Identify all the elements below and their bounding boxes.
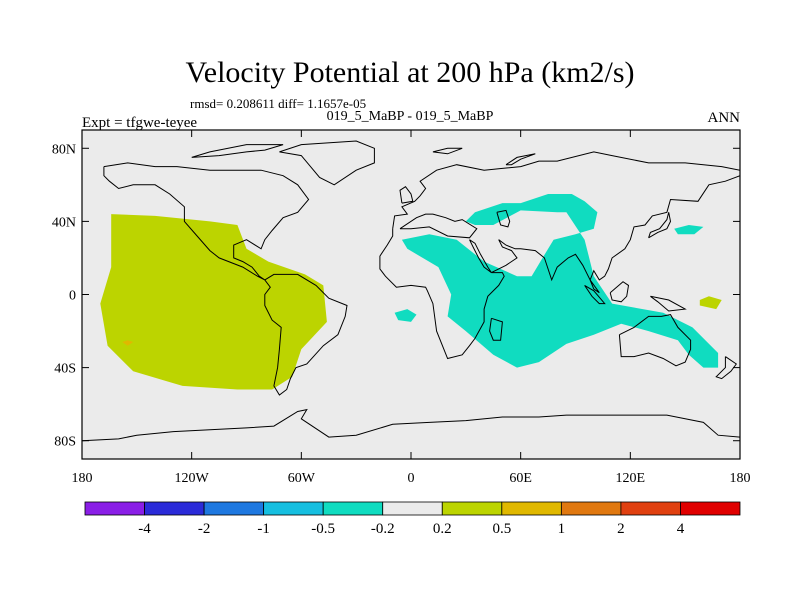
colorbar-swatch	[203, 501, 265, 516]
colorbar-label: -0.5	[311, 521, 335, 537]
region-central-pacific-patch	[699, 296, 722, 310]
x-tick-label: 120W	[175, 471, 210, 486]
colorbar-swatch	[680, 501, 741, 516]
y-tick-label: 0	[69, 289, 76, 304]
coastline-south-america	[264, 273, 348, 396]
coastline-antarctica	[82, 408, 740, 448]
colorbar-swatch	[501, 501, 562, 516]
season-label: ANN	[708, 110, 741, 126]
colorbar-swatch	[84, 501, 145, 516]
colorbar-label: -0.2	[371, 521, 395, 537]
coastline-svalbard	[432, 147, 463, 155]
colorbar-label: 4	[677, 521, 685, 537]
coastline-afro-eurasia	[379, 151, 740, 360]
region-north-pacific-patch	[674, 225, 704, 235]
y-tick-label: 40S	[54, 362, 76, 377]
colorbar-swatch	[441, 501, 503, 516]
colorbar: -4 -2 -1 -0.5 -0.2 0.2 0.5 1 2 4	[84, 501, 741, 537]
coastline-australia	[618, 314, 692, 367]
coastline-borneo	[609, 281, 630, 303]
cases-line: 019_5_MaBP - 019_5_MaBP	[327, 109, 494, 124]
region-east-pacific-positive	[100, 214, 327, 390]
chart-title: Velocity Potential at 200 hPa (km2/s)	[185, 56, 634, 89]
experiment-label: Expt = tfgwe-teyee	[82, 115, 197, 131]
coastline-caspian	[496, 209, 511, 228]
colorbar-swatch	[322, 501, 384, 516]
axis-ticks: 180 120W 60W 0 60E 120E 180 80N 40N 0 40S 80S	[52, 130, 751, 486]
coastline-arctic-islands	[191, 144, 284, 158]
coastline-novaya-zemlya	[505, 153, 536, 166]
colorbar-label: 2	[617, 521, 625, 537]
y-tick-label: 40N	[52, 215, 76, 230]
coastline-mediterranean	[399, 213, 478, 239]
coastline-sumatra	[584, 284, 606, 305]
colorbar-swatch	[144, 501, 205, 516]
coastlines	[82, 140, 740, 448]
x-tick-label: 180	[730, 471, 751, 486]
colorbar-label: -4	[138, 521, 151, 537]
region-south-pacific-spot	[122, 340, 134, 346]
region-west-africa-patch	[394, 309, 417, 322]
x-tick-label: 180	[72, 471, 93, 486]
colorbar-swatch	[263, 501, 324, 516]
x-tick-label: 0	[408, 471, 415, 486]
colorbar-swatch	[382, 501, 443, 516]
colorbar-swatch	[560, 501, 622, 516]
x-tick-label: 60E	[509, 471, 532, 486]
coastline-new-zealand	[715, 356, 738, 380]
x-tick-label: 60W	[288, 471, 316, 486]
stats-line: rmsd= 0.208611 diff= 1.1657e-05	[190, 96, 366, 111]
coastline-north-america	[103, 162, 310, 281]
colorbar-label: 0.2	[433, 521, 452, 537]
x-tick-label: 120E	[616, 471, 646, 486]
y-tick-label: 80N	[52, 142, 76, 157]
coastline-japan	[648, 212, 672, 239]
coastline-madagascar	[489, 317, 503, 341]
colorbar-label: -2	[198, 521, 211, 537]
coastline-arabia-red-sea-gap	[469, 239, 492, 273]
colorbar-swatch	[620, 501, 681, 516]
coastline-uk	[399, 186, 414, 204]
coastline-new-guinea	[650, 295, 687, 312]
colorbar-label: -1	[257, 521, 270, 537]
y-tick-label: 80S	[54, 435, 76, 450]
coastline-greenland	[279, 140, 375, 186]
colorbar-label: 1	[558, 521, 566, 537]
colorbar-label: 0.5	[492, 521, 511, 537]
